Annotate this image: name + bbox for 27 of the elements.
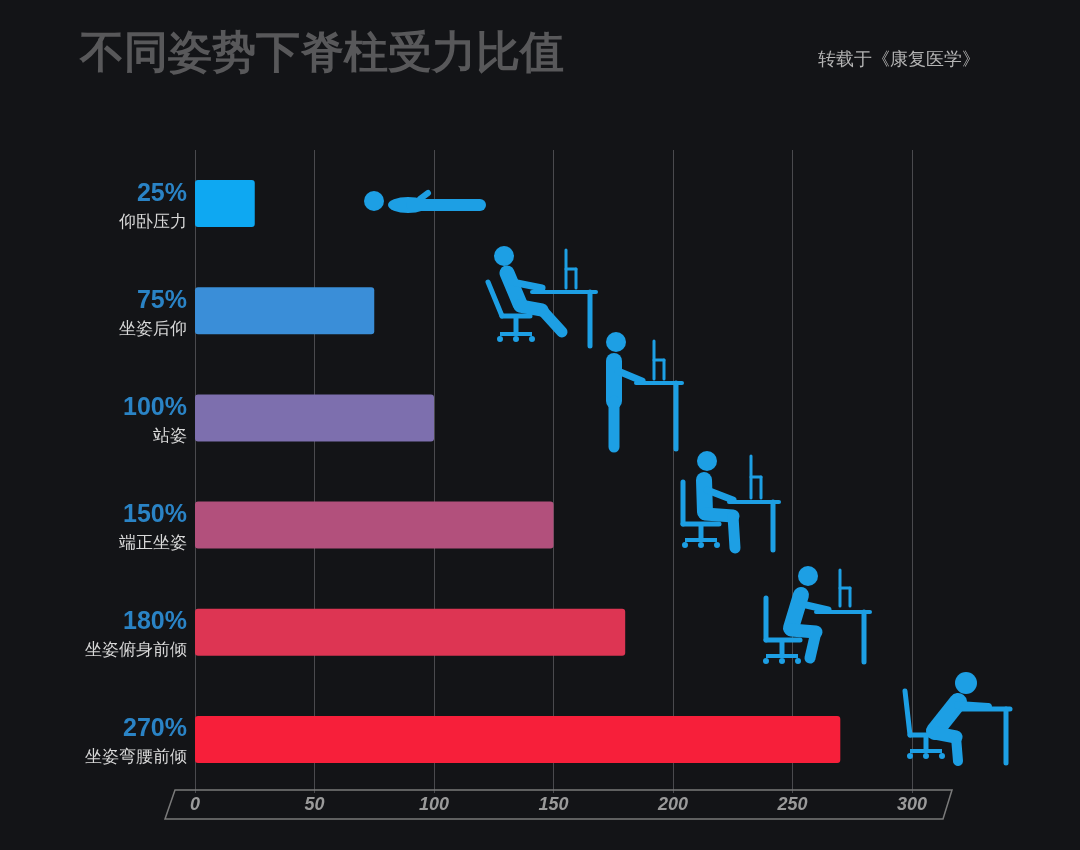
- bar: [195, 501, 554, 549]
- y-tick-label: 站姿: [153, 425, 187, 445]
- x-tick-label: 150: [538, 794, 569, 814]
- bar: [195, 180, 255, 228]
- bar: [195, 287, 375, 335]
- data-label: 25%: [136, 177, 187, 206]
- bar: [195, 715, 841, 763]
- data-label: 100%: [123, 391, 187, 420]
- data-label: 270%: [123, 713, 187, 742]
- text: 转载于《康复医学》: [818, 49, 980, 69]
- x-tick-label: 250: [776, 794, 808, 814]
- x-tick-label: 200: [656, 794, 689, 814]
- y-tick-label: 仰卧压力: [119, 211, 187, 231]
- x-tick-label: 300: [896, 794, 928, 814]
- x-tick-label: 0: [189, 794, 201, 814]
- y-tick-label: 坐姿弯腰前倾: [85, 747, 187, 767]
- data-label: 180%: [123, 606, 187, 635]
- data-label: 75%: [136, 284, 187, 313]
- bar: [195, 394, 434, 442]
- chart-title: 不同姿势下脊柱受力比值: [79, 26, 564, 76]
- bar: [195, 608, 626, 656]
- y-tick-label: 端正坐姿: [119, 533, 187, 553]
- x-tick-label: 100: [418, 794, 450, 814]
- x-tick-label: 50: [304, 794, 325, 814]
- y-tick-label: 坐姿后仰: [119, 318, 187, 338]
- y-tick-label: 坐姿俯身前倾: [85, 640, 187, 660]
- data-label: 150%: [123, 499, 187, 528]
